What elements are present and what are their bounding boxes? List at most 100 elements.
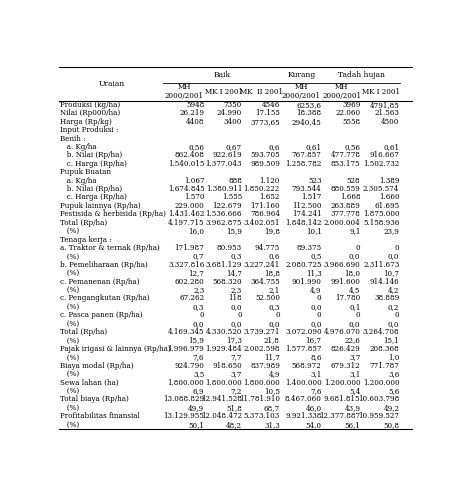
- Text: Input Produksi :: Input Produksi :: [60, 126, 118, 134]
- Text: 3969: 3969: [342, 101, 360, 109]
- Text: 48,2: 48,2: [226, 421, 242, 429]
- Text: Tadah hujan: Tadah hujan: [338, 71, 385, 79]
- Text: 208.368: 208.368: [369, 345, 399, 353]
- Text: MH
2000/2001: MH 2000/2001: [282, 83, 321, 100]
- Text: 4,9: 4,9: [269, 370, 280, 378]
- Text: 4.197.715: 4.197.715: [168, 219, 204, 227]
- Text: 13.129.955: 13.129.955: [163, 412, 204, 420]
- Text: 10,5: 10,5: [264, 387, 280, 395]
- Text: 15,1: 15,1: [384, 336, 399, 345]
- Text: 10.603.798: 10.603.798: [358, 395, 399, 404]
- Text: 0,3: 0,3: [269, 303, 280, 311]
- Text: 1.200.000: 1.200.000: [363, 378, 399, 387]
- Text: 3.402.051: 3.402.051: [244, 219, 280, 227]
- Text: 989.509: 989.509: [250, 160, 280, 168]
- Text: 4.976.070: 4.976.070: [324, 328, 360, 336]
- Text: 23,9: 23,9: [383, 227, 399, 235]
- Text: Tenaga kerja :: Tenaga kerja :: [60, 236, 112, 243]
- Text: 477.778: 477.778: [330, 151, 360, 159]
- Text: 1.517: 1.517: [301, 194, 322, 201]
- Text: 16,0: 16,0: [188, 227, 204, 235]
- Text: 7350: 7350: [224, 101, 242, 109]
- Text: Nilai (Rp000/ha): Nilai (Rp000/ha): [60, 109, 120, 117]
- Text: 2.000.004: 2.000.004: [324, 219, 360, 227]
- Text: Uraian: Uraian: [98, 80, 124, 88]
- Text: 8.467.060: 8.467.060: [285, 395, 322, 404]
- Text: 679.312: 679.312: [331, 362, 360, 370]
- Text: 0,0: 0,0: [230, 320, 242, 328]
- Text: MK I 2001: MK I 2001: [205, 88, 243, 96]
- Text: 523: 523: [308, 177, 322, 184]
- Text: (%): (%): [60, 404, 79, 412]
- Text: 0,0: 0,0: [388, 320, 399, 328]
- Text: 1.850.222: 1.850.222: [244, 185, 280, 193]
- Text: 0: 0: [200, 311, 204, 319]
- Text: 7,6: 7,6: [193, 353, 204, 362]
- Text: (%): (%): [60, 227, 79, 235]
- Text: 6,9: 6,9: [193, 387, 204, 395]
- Text: 1.536.666: 1.536.666: [206, 210, 242, 218]
- Text: 0,67: 0,67: [226, 143, 242, 151]
- Text: MK  II 2001: MK II 2001: [240, 88, 283, 96]
- Text: 3.227.241: 3.227.241: [244, 261, 280, 269]
- Text: c. Pasca panen (Rp/ha): c. Pasca panen (Rp/ha): [60, 311, 142, 319]
- Text: 5558: 5558: [342, 118, 360, 126]
- Text: 15,9: 15,9: [226, 227, 242, 235]
- Text: c. Harga (Rp/ha): c. Harga (Rp/ha): [60, 160, 127, 168]
- Text: 1.674.845: 1.674.845: [168, 185, 204, 193]
- Text: 2.305.574: 2.305.574: [363, 185, 399, 193]
- Text: 22.060: 22.060: [336, 109, 360, 117]
- Text: (%): (%): [60, 387, 79, 395]
- Text: 0,0: 0,0: [349, 320, 360, 328]
- Text: 0,7: 0,7: [193, 252, 204, 260]
- Text: 2.002.598: 2.002.598: [243, 345, 280, 353]
- Text: 1.400.000: 1.400.000: [285, 378, 322, 387]
- Text: Pestisida & herbisida (Rp/ha): Pestisida & herbisida (Rp/ha): [60, 210, 166, 218]
- Text: c. Pemanenan (Rp/ha): c. Pemanenan (Rp/ha): [60, 278, 140, 286]
- Text: a. Traktor & ternak (Rp/ha): a. Traktor & ternak (Rp/ha): [60, 244, 160, 252]
- Text: MH
2000/2001: MH 2000/2001: [322, 83, 361, 100]
- Text: 7,2: 7,2: [231, 387, 242, 395]
- Text: 3.327.816: 3.327.816: [168, 261, 204, 269]
- Text: 593.705: 593.705: [250, 151, 280, 159]
- Text: 0,6: 0,6: [269, 143, 280, 151]
- Text: 1.258.782: 1.258.782: [285, 160, 322, 168]
- Text: 0: 0: [395, 311, 399, 319]
- Text: 122.679: 122.679: [213, 202, 242, 210]
- Text: 1.502.732: 1.502.732: [363, 160, 399, 168]
- Text: 0,61: 0,61: [306, 143, 322, 151]
- Text: 2,1: 2,1: [269, 286, 280, 294]
- Text: Harga (Rp/kg): Harga (Rp/kg): [60, 118, 112, 126]
- Text: Total biaya (Rp/ha): Total biaya (Rp/ha): [60, 395, 129, 404]
- Text: 837.989: 837.989: [250, 362, 280, 370]
- Text: 1.929.484: 1.929.484: [206, 345, 242, 353]
- Text: 9,1: 9,1: [349, 227, 360, 235]
- Text: 7,6: 7,6: [310, 387, 322, 395]
- Text: 0,0: 0,0: [269, 320, 280, 328]
- Text: 11,7: 11,7: [264, 353, 280, 362]
- Text: 16,7: 16,7: [306, 336, 322, 345]
- Text: 7,7: 7,7: [230, 353, 242, 362]
- Text: 1.875.000: 1.875.000: [363, 210, 399, 218]
- Text: 767.857: 767.857: [292, 151, 322, 159]
- Text: 1.848.142: 1.848.142: [285, 219, 322, 227]
- Text: 0,0: 0,0: [230, 303, 242, 311]
- Text: 916.667: 916.667: [369, 151, 399, 159]
- Text: 0: 0: [237, 311, 242, 319]
- Text: 43,9: 43,9: [344, 404, 360, 412]
- Text: Pajak irigasi & lainnya (Rp/ha): Pajak irigasi & lainnya (Rp/ha): [60, 345, 170, 353]
- Text: 786.964: 786.964: [250, 210, 280, 218]
- Text: 52.500: 52.500: [255, 294, 280, 302]
- Text: 17.155: 17.155: [255, 109, 280, 117]
- Text: 4791,85: 4791,85: [369, 101, 399, 109]
- Text: 171.987: 171.987: [174, 244, 204, 252]
- Text: 0: 0: [317, 311, 322, 319]
- Text: 2940,45: 2940,45: [292, 118, 322, 126]
- Text: 5,4: 5,4: [349, 387, 360, 395]
- Text: c. Pengangkutan (Rp/ha): c. Pengangkutan (Rp/ha): [60, 294, 150, 302]
- Text: 54,0: 54,0: [306, 421, 322, 429]
- Text: 914.146: 914.146: [369, 278, 399, 286]
- Text: Produksi (kg/ha): Produksi (kg/ha): [60, 101, 120, 109]
- Text: 377.778: 377.778: [330, 210, 360, 218]
- Text: 50,8: 50,8: [383, 421, 399, 429]
